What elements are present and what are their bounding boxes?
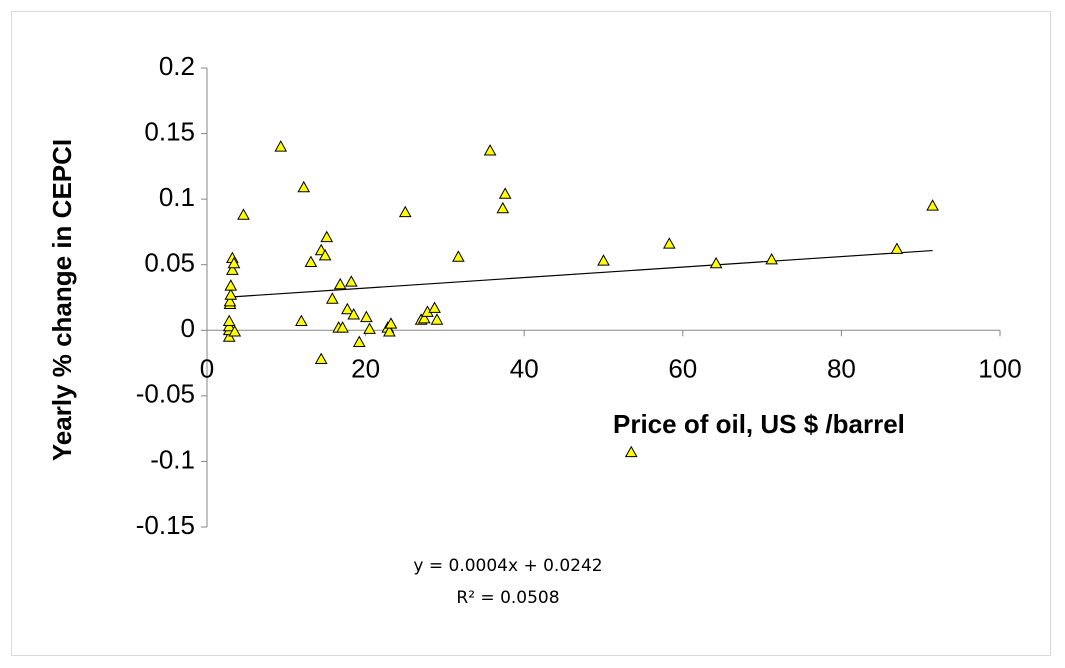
data-point xyxy=(496,201,510,214)
data-points xyxy=(222,140,939,458)
y-tick-label: 0.15 xyxy=(144,116,195,146)
data-point xyxy=(352,335,366,347)
data-point xyxy=(428,301,441,313)
y-tick-label: 0.05 xyxy=(144,248,195,278)
data-point xyxy=(224,279,238,291)
data-point xyxy=(336,321,349,333)
data-point xyxy=(228,325,242,337)
data-point xyxy=(926,199,939,211)
trendline-equation: y = 0.0004x + 0.0242 xyxy=(413,556,602,576)
y-tick-label: 0.2 xyxy=(159,51,195,81)
y-tick-label: -0.05 xyxy=(136,379,195,409)
data-point xyxy=(597,254,610,266)
data-point xyxy=(662,237,676,249)
data-point xyxy=(227,256,241,269)
data-point xyxy=(237,208,250,220)
x-tick-label: 60 xyxy=(668,353,697,383)
y-axis-title: Yearly % change in CEPCI xyxy=(47,139,77,461)
y-tick-label: -0.1 xyxy=(150,444,195,474)
data-point xyxy=(224,288,238,300)
data-point xyxy=(430,313,444,325)
data-point xyxy=(274,140,288,152)
y-tick-label: 0.1 xyxy=(159,182,195,212)
data-point xyxy=(709,256,723,269)
data-point xyxy=(624,445,638,458)
data-point xyxy=(398,205,412,218)
data-point xyxy=(347,308,361,320)
trendline-line xyxy=(230,249,933,298)
data-point xyxy=(417,311,431,324)
x-tick-label: 20 xyxy=(351,353,380,383)
data-point xyxy=(223,294,237,307)
data-point xyxy=(320,230,334,243)
data-point xyxy=(295,314,308,327)
data-point xyxy=(452,250,465,262)
y-tick-label: 0 xyxy=(181,313,195,343)
data-point xyxy=(890,242,904,254)
y-axis: -0.15 -0.1 -0.05 0 0.05 0.1 0.15 0.2 xyxy=(136,51,208,540)
trendline-r-squared: R² = 0.0508 xyxy=(456,588,559,608)
x-tick-label: 100 xyxy=(978,353,1021,383)
trendline xyxy=(230,249,933,298)
data-point xyxy=(360,310,373,323)
data-point xyxy=(333,277,347,290)
y-tick-label: -0.15 xyxy=(136,510,195,540)
data-point xyxy=(498,187,512,199)
x-tick-label: 80 xyxy=(827,353,856,383)
data-point xyxy=(222,314,236,327)
data-point xyxy=(314,352,328,365)
data-point xyxy=(384,317,398,329)
data-point xyxy=(363,322,376,334)
data-point xyxy=(297,180,311,193)
data-point xyxy=(344,275,358,287)
data-point xyxy=(341,302,354,315)
data-point xyxy=(483,144,497,156)
x-tick-label: 0 xyxy=(200,353,214,383)
x-axis-title: Price of oil, US $ /barrel xyxy=(613,409,905,439)
x-tick-label: 40 xyxy=(510,353,539,383)
data-point xyxy=(226,263,239,275)
data-point xyxy=(765,252,778,265)
data-point xyxy=(383,325,396,337)
data-point xyxy=(304,255,318,267)
data-point xyxy=(325,292,339,304)
data-point xyxy=(318,249,332,261)
chart-frame xyxy=(11,11,1051,656)
